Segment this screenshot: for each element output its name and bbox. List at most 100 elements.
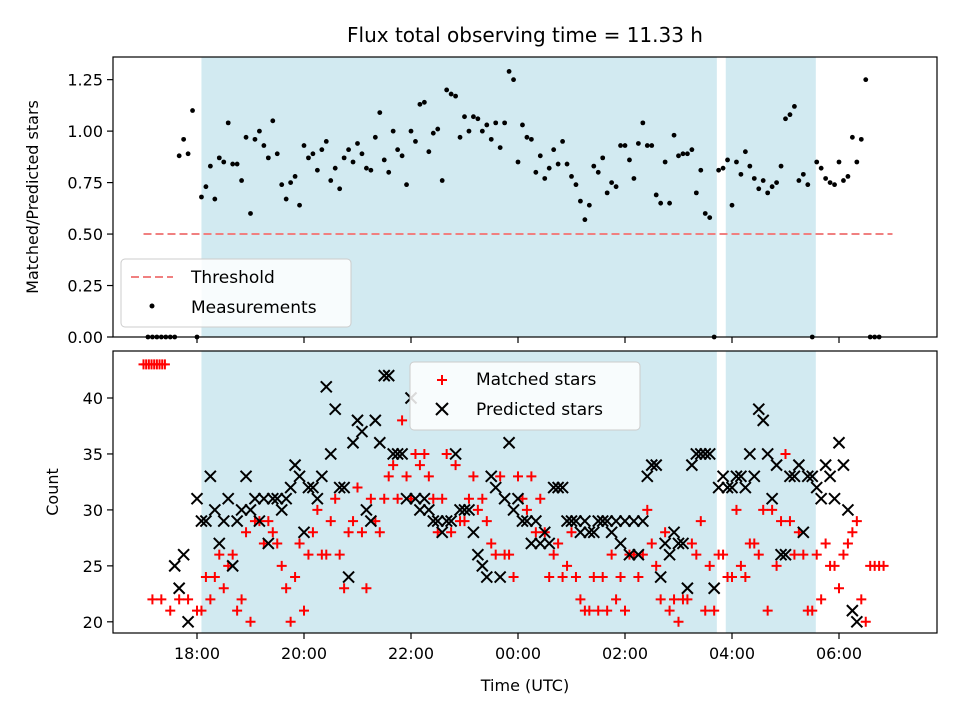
matched-star-marker (847, 527, 858, 538)
matched-star-marker (633, 572, 644, 583)
measurement-point (404, 182, 409, 188)
predicted-star-marker (449, 447, 462, 461)
matched-star-marker (147, 594, 158, 605)
measurement-point (604, 190, 610, 196)
predicted-star-marker (828, 492, 841, 505)
measurement-point (698, 167, 704, 173)
measurement-point (413, 139, 418, 144)
measurement-point (609, 180, 615, 185)
measurement-point (212, 196, 218, 202)
matched-star-marker (807, 605, 818, 616)
measurement-point (631, 176, 637, 181)
predicted-star-marker (654, 570, 667, 584)
matched-star-marker (771, 560, 782, 571)
matched-star-marker (419, 448, 430, 459)
matched-star-marker (276, 560, 287, 571)
matched-star-marker (816, 594, 827, 605)
measurement-point (314, 167, 320, 173)
predicted-star-marker (636, 514, 650, 528)
matched-star-marker (642, 504, 653, 515)
matched-star-marker (829, 560, 840, 571)
predicted-star-marker (458, 503, 471, 517)
predicted-star-marker (543, 537, 556, 550)
predicted-star-marker (284, 481, 297, 494)
measurement-point (297, 202, 302, 208)
measurement-point (323, 139, 329, 144)
x-tick-label: 22:00 (388, 644, 434, 663)
matched-star-marker (263, 516, 274, 527)
measurement-point (359, 151, 365, 157)
x-tick-label: 00:00 (495, 644, 541, 663)
measurement-point (667, 200, 672, 206)
measurement-point (265, 155, 271, 161)
predicted-star-marker (797, 526, 810, 539)
predicted-star-marker (199, 514, 213, 528)
measurement-point (207, 163, 213, 169)
predicted-star-marker (369, 414, 382, 427)
predicted-star-marker (814, 492, 828, 505)
measurement-point (551, 147, 557, 153)
matched-star-marker (584, 605, 595, 616)
predicted-star-marker (262, 537, 275, 550)
matched-star-marker (758, 504, 769, 515)
matched-star-marker (838, 549, 849, 560)
matched-star-marker (468, 471, 479, 482)
x-tick-label: 06:00 (816, 644, 862, 663)
measurement-point (332, 165, 338, 171)
predicted-star-marker (792, 458, 806, 472)
matched-star-marker (183, 594, 194, 605)
measurement-point (569, 174, 574, 179)
predicted-star-marker (386, 447, 400, 461)
matched-star-marker (174, 594, 185, 605)
predicted-star-marker (681, 582, 694, 595)
matched-star-marker (878, 560, 889, 571)
predicted-star-marker (739, 481, 752, 494)
measurement-point (243, 134, 249, 140)
predicted-star-marker (730, 470, 743, 483)
measurement-point (257, 128, 262, 134)
matched-star-marker (842, 538, 853, 549)
measurement-point (444, 87, 450, 93)
predicted-star-marker (190, 492, 204, 505)
predicted-star-marker (806, 470, 819, 483)
legend-measurements-swatch (149, 303, 155, 309)
predicted-star-marker (226, 559, 239, 573)
measurement-point (395, 147, 401, 153)
matched-star-marker (660, 527, 671, 538)
predicted-star-marker (288, 458, 302, 472)
matched-star-marker (294, 538, 305, 549)
matched-star-marker (811, 549, 822, 560)
measurement-point (729, 202, 735, 208)
predicted-star-marker (551, 481, 565, 494)
measurement-point (805, 182, 811, 188)
y-tick-label: 0.75 (67, 174, 103, 193)
predicted-star-marker (694, 447, 707, 461)
measurement-point (676, 153, 681, 159)
matched-star-marker (383, 471, 394, 482)
predicted-star-marker (373, 436, 386, 449)
matched-star-marker (669, 594, 680, 605)
matched-star-marker (856, 594, 867, 605)
predicted-star-marker (440, 514, 453, 528)
matched-star-marker (620, 605, 630, 616)
predicted-star-marker (788, 470, 801, 483)
matched-star-marker (321, 549, 332, 560)
measurement-point (181, 136, 187, 142)
predicted-star-marker (707, 582, 721, 595)
matched-star-marker (245, 616, 256, 627)
matched-star-marker (753, 549, 764, 560)
measurement-point (796, 178, 802, 183)
measurement-point (408, 128, 414, 134)
shaded-interval-2 (725, 57, 816, 337)
predicted-star-marker (467, 526, 480, 539)
measurement-point (230, 161, 236, 167)
matched-star-marker (562, 560, 573, 571)
predicted-star-marker (676, 537, 690, 550)
matched-star-marker (459, 516, 470, 527)
measurement-point (720, 165, 726, 171)
predicted-star-marker (279, 492, 293, 505)
matched-star-marker (784, 516, 795, 527)
predicted-star-marker (748, 470, 761, 483)
predicted-star-marker (725, 481, 739, 494)
matched-star-marker (704, 560, 715, 571)
